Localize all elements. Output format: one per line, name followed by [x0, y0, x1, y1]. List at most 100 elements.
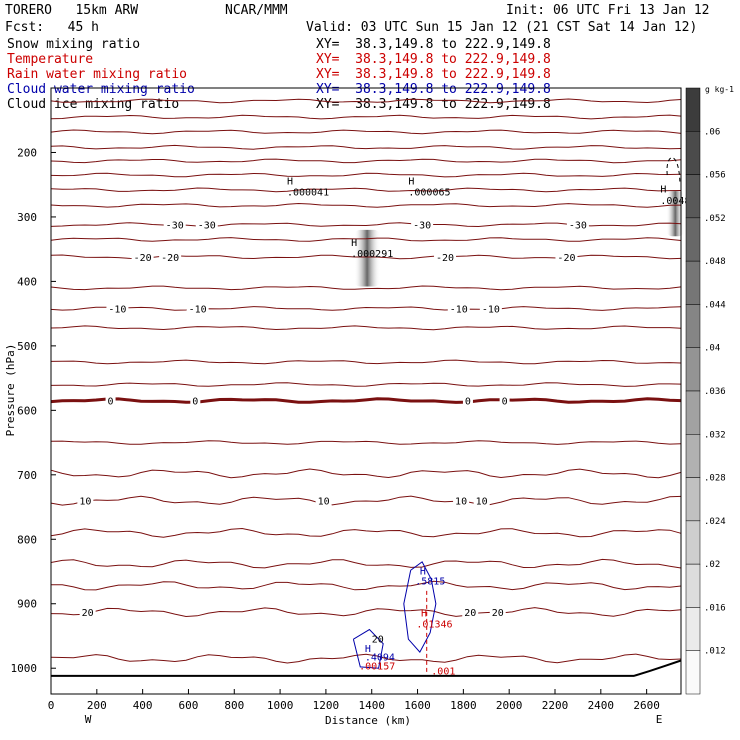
isotherm-label-bg	[105, 394, 116, 406]
isotherm-line	[50, 129, 682, 135]
colorbar-swatch	[685, 260, 701, 305]
isotherm-line	[50, 468, 682, 479]
isotherm-label-bg	[447, 302, 470, 314]
isotherm-label-bg	[190, 394, 201, 406]
terrain-line	[51, 659, 682, 677]
field-xy-snow: XY= 38.3,149.8 to 222.9,149.8	[316, 37, 551, 52]
isotherm-label-bg	[473, 494, 490, 506]
colorbar-swatch	[685, 347, 701, 392]
contour-annotation: .0048	[660, 196, 690, 207]
x-tick-label: 800	[224, 699, 244, 712]
west-marker: W	[85, 713, 92, 726]
x-tick-label: 1600	[404, 699, 431, 712]
east-marker: E	[656, 713, 663, 726]
center-title: NCAR/MMM	[225, 3, 288, 18]
isotherm-line	[50, 382, 682, 387]
y-tick-label: 300	[17, 211, 37, 224]
isotherm-label-bg	[411, 218, 434, 230]
colorbar-label: .016	[704, 603, 726, 613]
isotherm-label-bg	[479, 302, 502, 314]
contour-annotation: .000065	[408, 188, 450, 199]
isotherm-line	[50, 98, 682, 104]
colorbar-label: .048	[704, 257, 726, 267]
isotherm-line	[50, 114, 682, 120]
isotherm-label-bg	[79, 606, 96, 618]
colorbar-label: .044	[704, 300, 726, 310]
isotherm-line	[50, 607, 682, 618]
x-tick-label: 1400	[358, 699, 385, 712]
field-xy-temperature: XY= 38.3,149.8 to 222.9,149.8	[316, 52, 551, 67]
contour-annotation: H	[408, 177, 414, 188]
colorbar-label: .032	[704, 430, 726, 440]
isotherm-line	[50, 172, 682, 178]
colorbar-swatch	[685, 174, 701, 219]
isotherm-label: 20	[82, 608, 94, 619]
colorbar-swatch	[685, 217, 701, 262]
colorbar-swatch	[685, 304, 701, 348]
isotherm-line	[51, 580, 682, 591]
isotherm-label-bg	[77, 494, 94, 506]
colorbar-swatch	[685, 477, 701, 522]
y-tick-label: 200	[17, 146, 37, 159]
isotherm-label-bg	[106, 302, 129, 314]
isotherm-line	[50, 527, 682, 538]
contour-annotation: .4094	[365, 652, 395, 663]
contour-annotation: .001	[431, 667, 455, 678]
colorbar-unit: g kg-1	[705, 85, 734, 94]
isotherm-label: 10	[79, 497, 91, 508]
isotherm-label-bg	[195, 218, 218, 230]
field-xy-cloud-water: XY= 38.3,149.8 to 222.9,149.8	[316, 82, 551, 97]
x-tick-label: 0	[48, 699, 55, 712]
x-tick-label: 2600	[633, 699, 660, 712]
x-tick-label: 1800	[450, 699, 477, 712]
isotherm-line	[50, 144, 682, 150]
x-tick-label: 1200	[313, 699, 340, 712]
isotherm-line	[50, 440, 682, 445]
isotherm-label: 0	[502, 397, 508, 408]
colorbar: .06 .056 .052 .048 .044 .04 .036 .032 .028 .024 .0…	[685, 87, 726, 695]
contour-annotation: H	[420, 567, 426, 578]
y-axis-label: Pressure (hPa)	[4, 344, 17, 437]
isotherm-label: -20	[436, 253, 454, 264]
x-tick-label: 2000	[496, 699, 523, 712]
colorbar-label: .028	[704, 474, 726, 484]
field-name-temperature: Temperature	[7, 52, 94, 67]
colorbar-label: .02	[704, 560, 720, 570]
contour-annotation: H	[351, 238, 357, 249]
contour-annotation: .00157	[359, 662, 395, 673]
contour-annotation: .5815	[415, 576, 445, 587]
isotherm-label-bg	[131, 250, 154, 262]
isotherm-line	[50, 202, 682, 208]
field-name-snow: Snow mixing ratio	[7, 37, 141, 52]
colorbar-label: .056	[704, 171, 726, 181]
contour-annotation: .000291	[351, 249, 393, 260]
isotherm-label-bg	[489, 606, 506, 618]
colorbar-swatch	[685, 650, 701, 695]
x-tick-label: 400	[133, 699, 153, 712]
field-xy-rain: XY= 38.3,149.8 to 222.9,149.8	[316, 67, 551, 82]
isotherm-label-bg	[159, 250, 182, 262]
cloud-water-contour	[352, 628, 384, 669]
x-axis-label: Distance (km)	[325, 714, 411, 727]
isotherm-label-bg	[315, 494, 332, 506]
isotherm-label-bg	[186, 302, 209, 314]
colorbar-swatch	[685, 87, 701, 132]
colorbar-swatch	[685, 131, 701, 175]
isotherm-label-bg	[566, 218, 589, 230]
colorbar-label: .012	[704, 647, 726, 657]
isotherm-label-bg	[555, 250, 578, 262]
isotherm-label: 0	[108, 397, 114, 408]
contour-annotation: H	[287, 177, 293, 188]
isotherm-label: -20	[134, 253, 152, 264]
x-tick-label: 200	[87, 699, 107, 712]
field-name-cloud-water: Cloud water mixing ratio	[7, 82, 195, 97]
x-tick-label: 600	[179, 699, 199, 712]
isotherm-label: 10	[318, 497, 330, 508]
contour-annotation: H	[365, 644, 371, 655]
colorbar-swatch	[685, 390, 701, 435]
isotherm-label: -20	[557, 253, 575, 264]
isotherm-label-bg	[163, 218, 186, 230]
mixing-ratio-shade	[354, 229, 381, 287]
contour-annotation: H	[421, 609, 427, 620]
x-tick-label: 1000	[267, 699, 294, 712]
